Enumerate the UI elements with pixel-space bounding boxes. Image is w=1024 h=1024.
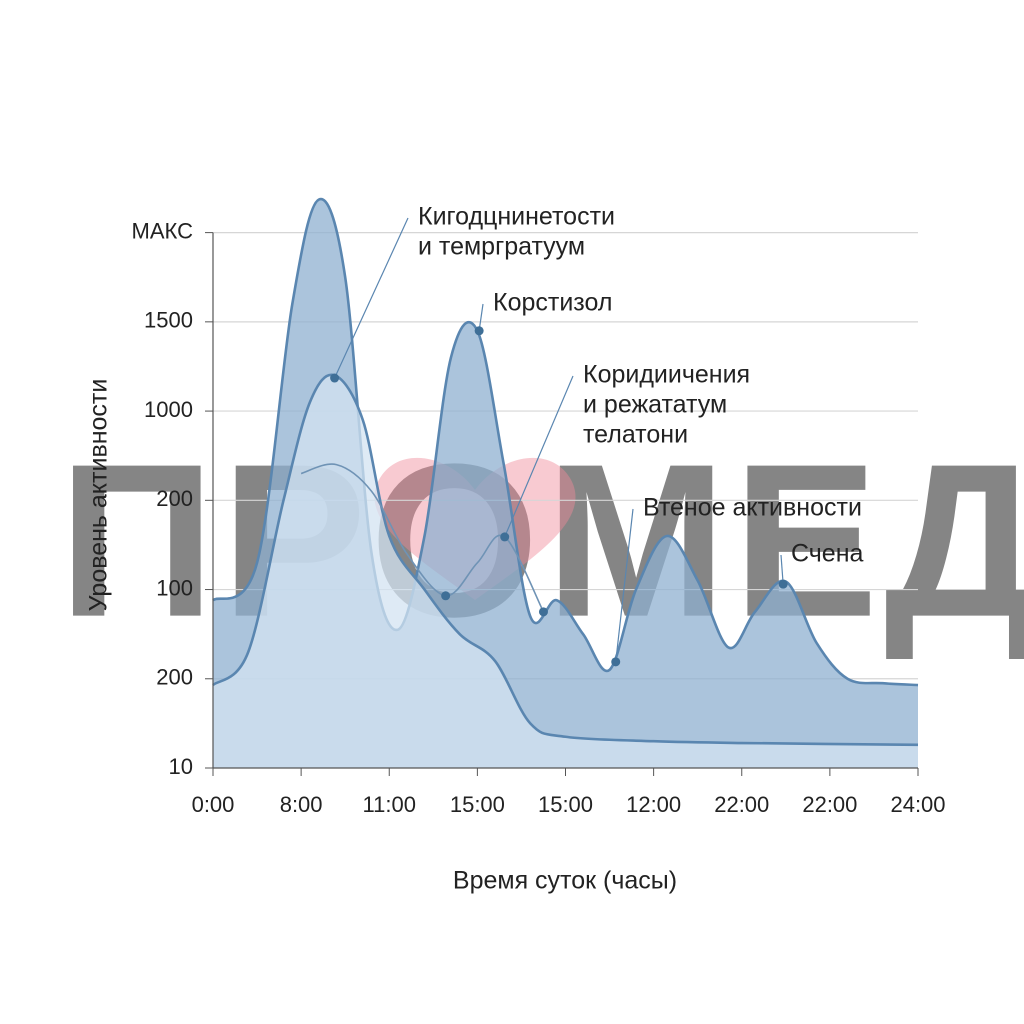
y-tick-label: 10 [169,754,193,779]
annotation-leader [478,303,484,331]
x-tick-label: 0:00 [192,792,235,817]
x-tick-label: 11:00 [363,792,416,817]
x-axis-label: Время суток (часы) [453,867,677,895]
annotation-leader [334,217,409,379]
annotation-dot [330,373,340,383]
annotation-text: телатони [583,421,688,449]
y-tick-label: 1000 [144,397,193,422]
annotation-text: и режататум [583,391,727,419]
x-tick-label: 15:00 [538,792,593,817]
x-tick-label: 15:00 [450,792,505,817]
y-tick-label: 200 [156,665,193,690]
dot [441,591,451,601]
line [212,197,919,687]
x-tick-label: 12:00 [626,792,681,817]
annotation-leader [615,508,634,662]
y-tick-label: 1500 [144,308,193,333]
y-tick-label: 200 [156,486,193,511]
annotation-dot [611,657,621,667]
dot [538,607,548,617]
annotation-text: Кигодцнинетости [418,203,615,231]
annotation-text: Втеное активности [643,494,862,522]
annotation-text: Корстизол [493,289,612,317]
annotation-text: и темргратуум [418,233,585,261]
x-tick-label: 22:00 [802,792,857,817]
annotation-leader [504,375,574,538]
plot: 10 200 100 200 1000 1500 МАКС 0:00 8:00 11:00 15:0… [132,197,946,817]
annotation-text: Коридиичения [583,361,750,389]
area [213,374,918,768]
y-tick-label: МАКС [132,218,194,243]
annotation-dot [474,326,484,336]
x-tick-label: 22:00 [714,792,769,817]
annotation-dot [500,532,510,542]
x-tick-label: 24:00 [890,792,945,817]
y-axis-label: Уровень активности [85,379,113,612]
annotation-text: Счена [791,540,864,568]
line [212,373,919,747]
y-tick-label: 100 [156,575,193,600]
x-tick-label: 8:00 [280,792,323,817]
annotation-leader [780,554,784,585]
annotation-dot [778,579,788,589]
